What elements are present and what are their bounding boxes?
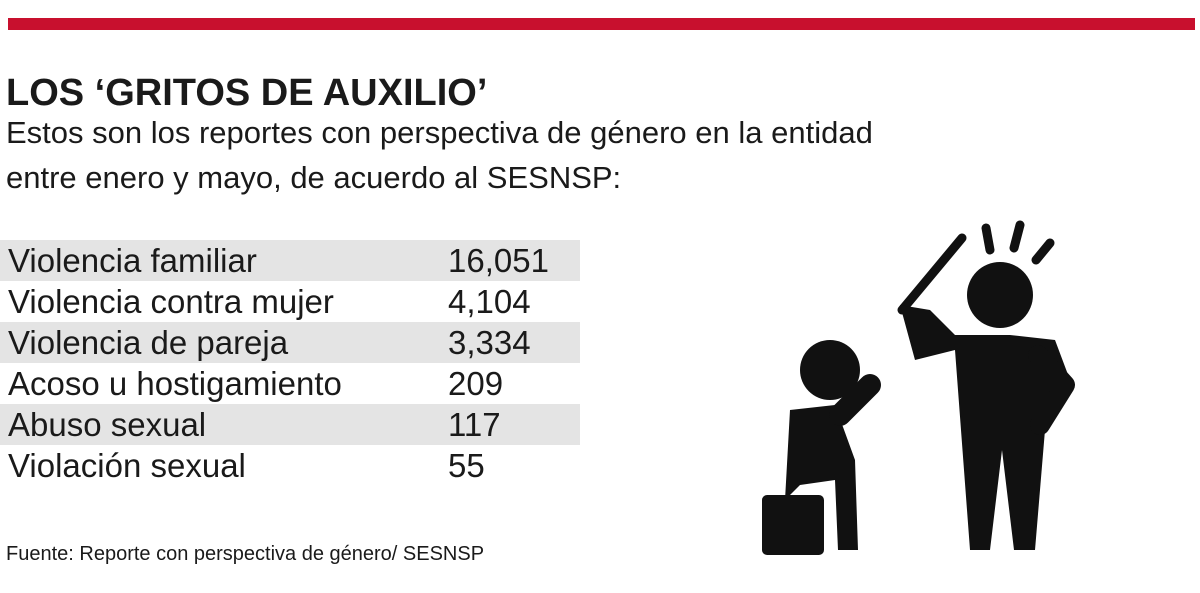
table-row: Violencia familiar 16,051 (0, 240, 580, 281)
table: Violencia familiar 16,051 Violencia contra… (0, 240, 580, 486)
red-rule (8, 18, 1195, 30)
row-value: 16,051 (448, 242, 549, 279)
row-value: 117 (448, 406, 501, 443)
row-label: Violación sexual (8, 447, 246, 484)
row-value: 3,334 (448, 324, 531, 361)
row-label: Abuso sexual (8, 406, 207, 443)
table-row: Abuso sexual 117 (0, 404, 580, 445)
row-value: 55 (448, 447, 485, 484)
row-label: Violencia contra mujer (8, 283, 334, 320)
row-value: 209 (448, 365, 504, 402)
row-label: Acoso u hostigamiento (8, 365, 342, 402)
source: Fuente: Reporte con perspectiva de géner… (6, 543, 485, 565)
table-row: Violencia de pareja 3,334 (0, 322, 580, 363)
subtitle: entre enero y mayo, de acuerdo al SESNSP… (6, 160, 622, 195)
title: LOS ‘GRITOS DE AUXILIO’ (6, 72, 488, 114)
subtitle: Estos son los reportes con perspectiva d… (6, 115, 873, 150)
row-label: Violencia de pareja (8, 324, 289, 361)
illustration (762, 220, 1075, 555)
table-row: Acoso u hostigamiento 209 (0, 363, 580, 404)
row-value: 4,104 (448, 283, 531, 320)
table-row: Violación sexual 55 (0, 445, 580, 486)
table-row: Violencia contra mujer 4,104 (0, 281, 580, 322)
row-label: Violencia familiar (8, 242, 257, 279)
